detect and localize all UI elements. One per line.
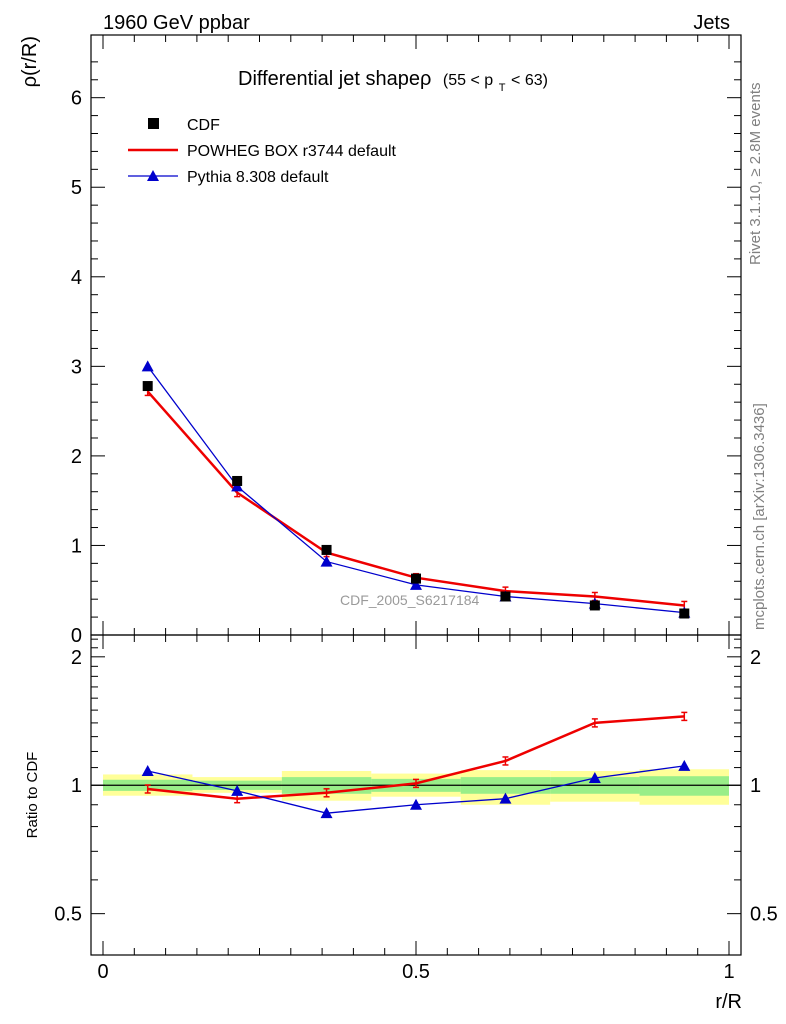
cdf-point (142, 381, 153, 392)
ratio-pythia-point (499, 792, 512, 804)
main-axis-ticks: 0 1 2 3 4 5 6 (71, 35, 741, 647)
watermark: CDF_2005_S6217184 (340, 592, 480, 608)
ratio-pythia-point (320, 807, 333, 819)
ratio-y-tick-label-right: 1 (750, 775, 761, 797)
title-range-open: (55 < p (443, 72, 493, 89)
chart-title: Differential jet shapeρ (55 < p T < 63) (238, 68, 548, 96)
mcplots-label: mcplots.cern.ch [arXiv:1306.3436] (751, 403, 768, 630)
ratio-y-tick-label-right: 0.5 (750, 904, 778, 926)
title-range-sub: T (499, 82, 506, 94)
legend: CDF POWHEG BOX r3744 default Pythia 8.308 … (128, 117, 397, 186)
ratio-pythia-point (410, 798, 422, 810)
y-tick-label: 3 (71, 356, 82, 378)
uncertainty-band-inner (639, 776, 729, 796)
y-tick-label: 4 (71, 267, 82, 289)
ratio-pythia-point (678, 759, 691, 771)
ratio-y-tick-label: 0.5 (54, 904, 82, 926)
legend-cdf-marker (148, 118, 159, 129)
y-tick-label: 2 (71, 446, 82, 468)
cdf-point (589, 600, 600, 611)
pythia-point (141, 360, 154, 372)
ratio-pythia-point (231, 784, 244, 796)
main-y-axis-label: ρ(r/R) (19, 36, 41, 87)
y-tick-label: 6 (71, 88, 82, 110)
x-tick-label: 0.5 (402, 961, 430, 983)
pythia-point (410, 578, 422, 590)
energy-label: 1960 GeV ppbar (103, 12, 250, 34)
legend-pythia-marker (147, 170, 159, 181)
x-tick-label: 0 (97, 961, 108, 983)
legend-label: POWHEG BOX r3744 default (187, 143, 397, 160)
title-main: Differential jet shapeρ (238, 68, 431, 90)
ratio-pythia-point (588, 771, 601, 783)
cdf-point (679, 608, 690, 619)
x-axis-label: r/R (715, 991, 742, 1013)
cdf-point (500, 591, 511, 602)
y-tick-label: 5 (71, 177, 82, 199)
y-tick-label: 0 (71, 625, 82, 647)
ratio-y-axis-label: Ratio to CDF (24, 752, 41, 839)
ratio-y-tick-label-right: 2 (750, 647, 761, 669)
x-tick-label: 1 (723, 961, 734, 983)
pythia-point (320, 555, 333, 567)
main-panel: 0 1 2 3 4 5 6 ρ(r/R) CDF_2005_S6217184 Differe… (19, 34, 742, 647)
ratio-y-tick-label: 1 (71, 775, 82, 797)
ratio-axis-ticks: 0.5 0.5 1 1 2 2 0 0.5 1 (54, 635, 778, 983)
ratio-panel: 0.5 0.5 1 1 2 2 0 0.5 1 Ratio to CDF r/R (24, 634, 778, 1013)
cdf-point (321, 544, 332, 555)
cdf-point (232, 475, 243, 486)
rivet-label: Rivet 3.1.10, ≥ 2.8M events (747, 83, 764, 266)
y-tick-label: 1 (71, 535, 82, 557)
ratio-pythia-point (141, 764, 154, 776)
ratio-y-tick-label: 2 (71, 647, 82, 669)
title-range-close: < 63) (511, 72, 548, 89)
legend-label: CDF (187, 117, 220, 134)
process-label: Jets (693, 12, 730, 34)
legend-label: Pythia 8.308 default (187, 169, 329, 186)
cdf-point (411, 573, 421, 584)
